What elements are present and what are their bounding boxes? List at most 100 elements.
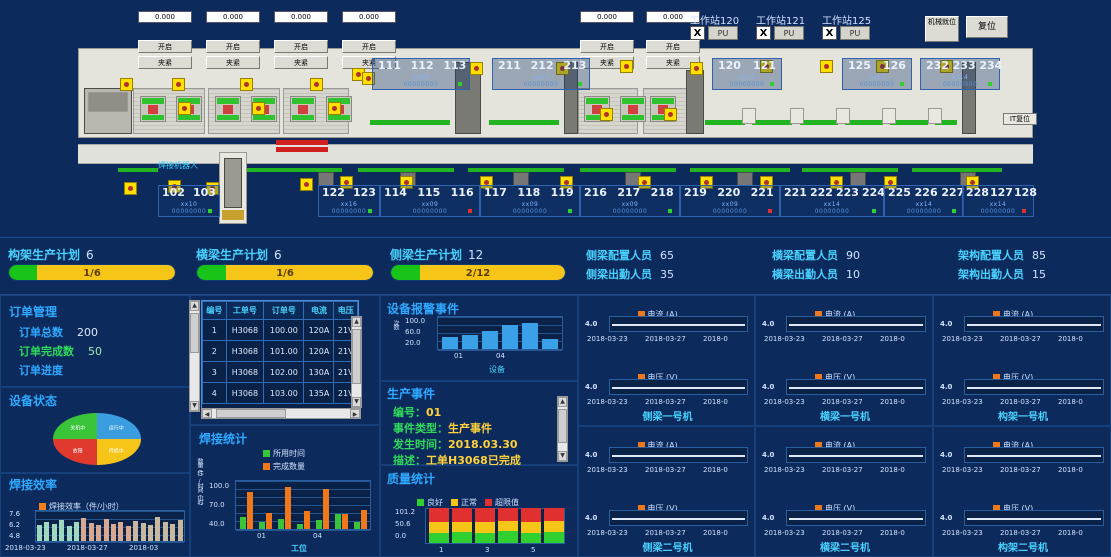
weld-eff-bar-2: [44, 521, 50, 541]
scroll-up-arrow-2[interactable]: ▲: [352, 317, 361, 327]
quality-legend-label-2: 正常: [461, 498, 477, 507]
quality-legend-item-2: 正常: [451, 497, 477, 508]
scroll-down-arrow[interactable]: ▼: [190, 401, 199, 411]
workstation-pu-button-3[interactable]: PU: [840, 26, 870, 40]
weld-eff-bar-6: [74, 522, 79, 541]
machine-current-ytick-2: 4.0: [762, 320, 775, 328]
belt-part-red-1: [276, 140, 328, 145]
station-group-bottom-7: [780, 185, 884, 217]
order-label-2: 订单完成数: [19, 345, 74, 358]
table-scrollbar-right[interactable]: ▲ ▼: [351, 316, 362, 408]
station-number-b-216: 216: [584, 186, 607, 199]
scroll-thumb-h[interactable]: [216, 409, 286, 418]
evt-scroll-up[interactable]: ▲: [558, 397, 567, 407]
hmi-open-button-r1[interactable]: 开启: [580, 40, 634, 53]
station-number-b-114: 114: [384, 186, 407, 199]
machine-panel-name-4: 侧梁二号机: [642, 543, 693, 554]
alarm-bar-6: [542, 339, 558, 349]
station-state-dot-b-2: [368, 209, 372, 213]
fixture-indicator-4: [253, 98, 275, 104]
weld-eff-bar-16: [148, 525, 153, 541]
machine-voltage-xtick-2-3: 2018-0: [880, 398, 905, 406]
factory-layout-panel: 0.000 开启 夹紧 0.000 开启 夹紧 0.000 开启 夹紧 0.000 开启 夹紧 0.00…: [0, 0, 1111, 238]
hmi-clamp-button-3[interactable]: 夹紧: [274, 56, 328, 69]
station-ok-dot-top-5: [988, 82, 992, 86]
quality-bar-3-正常: [475, 521, 495, 534]
machine-voltage-xtick-3-1: 2018-03-23: [942, 398, 983, 406]
order-row-1: 订单总数 200: [19, 324, 98, 340]
status-node-dot: [172, 184, 177, 189]
status-node-dot: [344, 180, 349, 185]
hmi-clamp-button-2[interactable]: 夹紧: [206, 56, 260, 69]
machine-current-xtick-4-2: 2018-03-27: [645, 466, 686, 474]
station-number-b-103: 103: [193, 186, 216, 199]
workstation-x-button-3[interactable]: X: [822, 26, 837, 40]
it-reset-button[interactable]: IT复位: [1003, 113, 1037, 125]
workstation-x-button-1[interactable]: X: [690, 26, 705, 40]
scroll-up-arrow[interactable]: ▲: [190, 301, 199, 311]
workstation-pu-button-2[interactable]: PU: [774, 26, 804, 40]
station-number-234: 234: [979, 59, 1003, 72]
evt-scroll-down[interactable]: ▼: [558, 451, 567, 461]
lower-rail-4: [690, 168, 790, 172]
legend-weld-efficiency: 焊接效率（件/小时）: [39, 501, 124, 512]
status-node-dot: [124, 82, 129, 87]
legend-swatch-2: [263, 463, 270, 470]
workstation-pu-button-1[interactable]: PU: [708, 26, 738, 40]
station-state-dot-b-7: [872, 209, 876, 213]
hmi-open-button-2[interactable]: 开启: [206, 40, 260, 53]
machine-current-xtick-2-1: 2018-03-23: [764, 335, 805, 343]
production-events-scrollbar[interactable]: ▲ ▼: [557, 396, 568, 462]
weld-eff-bar-17: [155, 517, 161, 541]
fixture-indicator-2: [178, 98, 200, 104]
production-event-label-3: 发生时间：: [393, 438, 448, 451]
hmi-open-button-3[interactable]: 开启: [274, 40, 328, 53]
alarm-bar-3: [482, 330, 498, 349]
weld-eff-bar-4: [59, 519, 65, 541]
reset-button[interactable]: 复位: [966, 16, 1008, 38]
machine-current-plot-6: [964, 447, 1104, 463]
scroll-down-arrow-2[interactable]: ▼: [352, 397, 361, 407]
station-number-b-116: 116: [450, 186, 474, 199]
station-code-sub: 00000000: [412, 208, 448, 215]
machine-voltage-legend-4: 电压 (V): [637, 496, 686, 515]
table-row: 3 H3068 102.00 130A 21V: [202, 361, 358, 383]
evt-scroll-thumb[interactable]: [558, 409, 567, 443]
workstation-x-button-2[interactable]: X: [756, 26, 771, 40]
machine-current-label-3: 电流 (A): [1003, 310, 1034, 319]
station-group-top-2: [492, 58, 590, 90]
station-number-112: 112: [410, 59, 434, 72]
station-group-top-1: [372, 58, 470, 90]
machine-current-swatch-3: [993, 311, 1000, 318]
machine-current-xtick-6-2: 2018-03-27: [1000, 466, 1041, 474]
hmi-open-button-r2[interactable]: 开启: [646, 40, 700, 53]
hmi-clamp-button-4[interactable]: 夹紧: [342, 56, 396, 69]
status-node-1: [120, 78, 133, 91]
machine-current-legend-1: 电流 (A): [637, 302, 686, 321]
hmi-open-button-4[interactable]: 开启: [342, 40, 396, 53]
hmi-open-button-1[interactable]: 开启: [138, 40, 192, 53]
station-number-b-122: 122: [322, 186, 345, 199]
conveyor-seg-2: [489, 120, 559, 125]
staff-attend-1: 侧梁出勤人员 35: [586, 268, 674, 281]
station-number-125: 125: [848, 59, 871, 72]
machine-current-label-1: 电流 (A): [647, 310, 678, 319]
hmi-clamp-button-1[interactable]: 夹紧: [138, 56, 192, 69]
machine-current-line-4: [612, 455, 745, 457]
scroll-thumb[interactable]: [190, 313, 199, 353]
table-cell-r1c2: H3068: [225, 319, 265, 341]
fixture-indicator-5: [292, 98, 314, 104]
scroll-thumb-2[interactable]: [352, 329, 361, 384]
plan-progress-text-2: 1/6: [276, 268, 294, 279]
status-node-dot: [564, 180, 569, 185]
scroll-right-arrow[interactable]: ▶: [350, 409, 360, 418]
table-scrollbar-left[interactable]: ▲ ▼: [189, 300, 200, 412]
table-scrollbar-horizontal[interactable]: ◀ ▶: [201, 408, 361, 419]
scroll-left-arrow[interactable]: ◀: [202, 409, 212, 418]
fixture-base-2: [178, 115, 200, 120]
station-number-121: 121: [753, 59, 776, 72]
station-code-top-5: xx14 00000000: [920, 74, 1000, 88]
station-number-b-102: 102: [162, 186, 185, 199]
machine-voltage-line-2: [789, 387, 923, 389]
kpi-strip: 构架生产计划 6 1/6 横梁生产计划 6 1/6 侧梁生产计划 12 2/12 侧梁配置人员 65…: [0, 238, 1111, 294]
